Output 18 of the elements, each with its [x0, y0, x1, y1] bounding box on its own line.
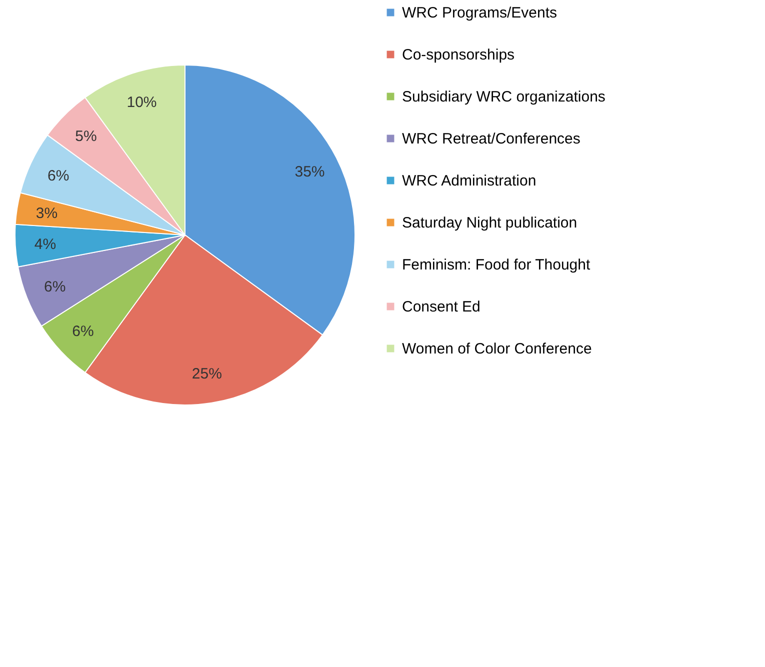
- data-label: 6%: [47, 167, 70, 184]
- data-label: 4%: [34, 236, 56, 253]
- data-label: 25%: [192, 365, 222, 382]
- legend-label: Consent Ed: [402, 298, 480, 316]
- data-label: 10%: [126, 94, 157, 111]
- data-label: 3%: [36, 205, 58, 222]
- legend-label: Women of Color Conference: [402, 340, 592, 358]
- legend-label: WRC Retreat/Conferences: [402, 130, 580, 148]
- data-label: 6%: [72, 322, 94, 340]
- legend-label: Subsidiary WRC organizations: [402, 88, 606, 106]
- legend-label: Co-sponsorships: [402, 46, 515, 64]
- data-label: 6%: [44, 278, 66, 296]
- data-label: 5%: [75, 128, 97, 146]
- legend-label: WRC Administration: [402, 172, 536, 190]
- data-label: 35%: [294, 163, 325, 180]
- legend-label: Feminism: Food for Thought: [402, 256, 591, 274]
- legend-label: WRC Programs/Events: [402, 4, 558, 22]
- legend-label: Saturday Night publication: [402, 214, 578, 232]
